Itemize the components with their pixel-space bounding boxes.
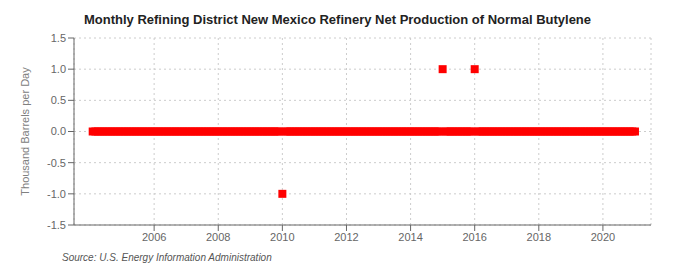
svg-text:-0.5: -0.5 <box>47 157 66 169</box>
svg-text:2018: 2018 <box>527 231 551 243</box>
svg-text:2020: 2020 <box>591 231 615 243</box>
svg-text:2010: 2010 <box>270 231 294 243</box>
svg-text:1.0: 1.0 <box>51 63 66 75</box>
svg-text:2012: 2012 <box>334 231 358 243</box>
svg-text:-1.5: -1.5 <box>47 219 66 231</box>
svg-text:-1.0: -1.0 <box>47 188 66 200</box>
html-text:Source: U.S. Energy Informatio: Source: U.S. Energy Information Administ… <box>62 252 272 263</box>
svg-text:1.5: 1.5 <box>51 32 66 44</box>
svg-text:2006: 2006 <box>142 231 166 243</box>
html-text:Monthly Refining District New: Monthly Refining District New Mexico Ref… <box>84 12 591 27</box>
svg-text:Thousand Barrels per Day: Thousand Barrels per Day <box>19 67 31 196</box>
svg-text:2016: 2016 <box>462 231 486 243</box>
svg-text:2008: 2008 <box>206 231 230 243</box>
svg-text:2014: 2014 <box>398 231 422 243</box>
svg-text:0.5: 0.5 <box>51 94 66 106</box>
svg-text:0.0: 0.0 <box>51 125 66 137</box>
